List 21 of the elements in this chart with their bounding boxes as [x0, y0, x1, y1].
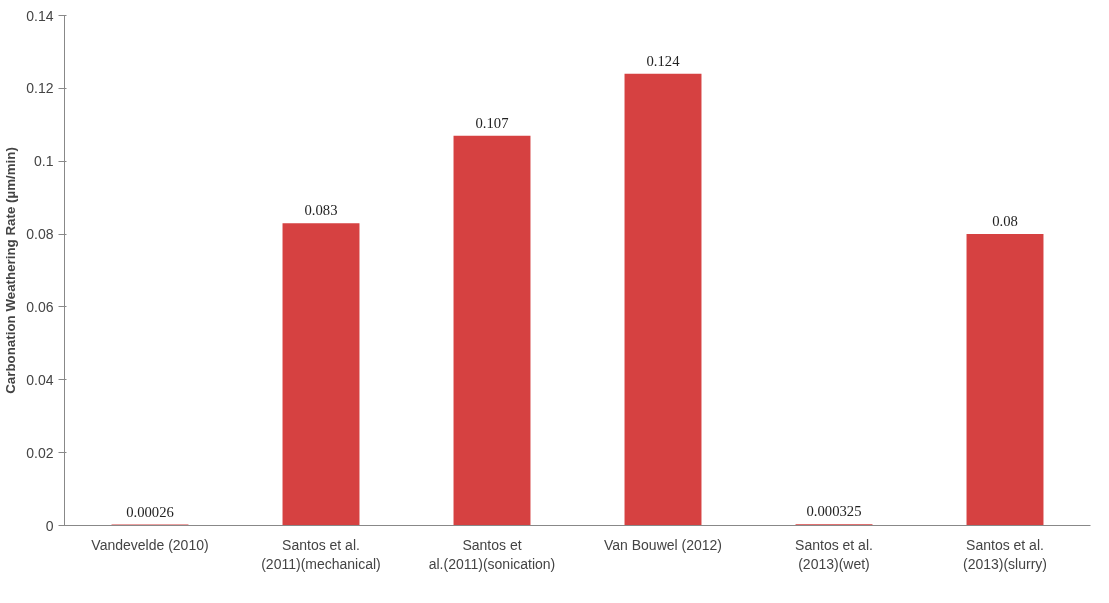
data-label: 0.124 — [646, 52, 681, 69]
y-tick-label: 0 — [45, 517, 54, 534]
data-label: 0.08 — [992, 213, 1018, 230]
y-tick-label: 0.12 — [26, 80, 54, 97]
x-tick-label: Vandevelde (2010) — [91, 536, 209, 553]
y-tick-label: 0.14 — [26, 7, 54, 24]
data-label: 0.00026 — [126, 503, 174, 520]
data-label: 0.083 — [304, 202, 338, 219]
data-label: 0.107 — [475, 114, 509, 131]
x-tick-label: Santos et al.(2011)(sonication) — [428, 536, 556, 572]
x-tick-label: Santos et al. (2011)(mechanical) — [261, 536, 381, 572]
data-label: 0.000325 — [806, 503, 862, 520]
x-tick-label: Santos et al. (2013)(wet) — [795, 536, 873, 572]
y-tick-label: 0.1 — [34, 153, 54, 170]
x-tick-label: Van Bouwel (2012) — [603, 536, 723, 553]
y-tick-label: 0.02 — [26, 444, 54, 461]
y-tick-label: 0.08 — [26, 226, 54, 243]
x-tick-label: Santos et al. (2013)(slurry) — [962, 536, 1048, 572]
y-axis-title: Carbonation Weathering Rate (µm/min) — [3, 147, 19, 394]
y-tick-label: 0.04 — [26, 371, 54, 388]
y-tick-label: 0.06 — [26, 298, 54, 315]
